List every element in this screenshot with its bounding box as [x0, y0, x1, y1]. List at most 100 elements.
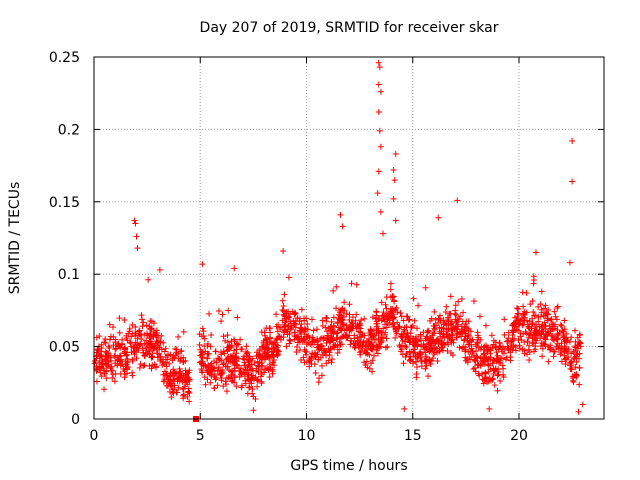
data-point [202, 348, 209, 355]
data-point [559, 328, 566, 335]
data-point [356, 349, 363, 356]
data-point [454, 323, 461, 330]
data-point [494, 387, 501, 394]
data-point [180, 328, 187, 335]
data-point [117, 352, 124, 359]
data-point [574, 334, 581, 341]
data-point [392, 217, 399, 224]
data-point [490, 357, 497, 364]
data-point [313, 326, 320, 333]
data-point [151, 342, 158, 349]
data-point [449, 336, 456, 343]
data-point [484, 344, 491, 351]
data-point [368, 339, 375, 346]
data-point [398, 313, 405, 320]
data-point [413, 374, 420, 381]
data-point [448, 320, 455, 327]
data-point [527, 301, 534, 308]
data-point [576, 364, 583, 371]
data-point [570, 378, 577, 385]
data-point [378, 299, 385, 306]
data-point [362, 342, 369, 349]
data-point [569, 373, 576, 380]
data-point [180, 385, 187, 392]
data-point [212, 376, 219, 383]
data-point [110, 342, 117, 349]
data-point [345, 325, 352, 332]
data-point [373, 308, 380, 315]
data-point [396, 323, 403, 330]
data-point [205, 350, 212, 357]
data-point [293, 349, 300, 356]
data-point [315, 379, 322, 386]
data-point [297, 325, 304, 332]
data-point [432, 316, 439, 323]
data-point [470, 298, 477, 305]
data-point [490, 365, 497, 372]
data-point [524, 338, 531, 345]
data-point [383, 335, 390, 342]
data-point [178, 347, 185, 354]
data-point [383, 294, 390, 301]
data-point [496, 340, 503, 347]
data-point [161, 348, 168, 355]
data-point [329, 328, 336, 335]
data-point [137, 360, 144, 367]
data-point [520, 303, 527, 310]
data-point [257, 353, 264, 360]
data-point [426, 335, 433, 342]
data-point [129, 358, 136, 365]
data-point [504, 343, 511, 350]
data-point [218, 351, 225, 358]
data-point [397, 309, 404, 316]
data-point [415, 302, 422, 309]
data-point [235, 365, 242, 372]
data-point [392, 151, 399, 158]
data-point [390, 311, 397, 318]
data-point [435, 337, 442, 344]
data-point [137, 332, 144, 339]
data-point [379, 313, 386, 320]
data-point [479, 376, 486, 383]
data-point [346, 324, 353, 331]
data-point [279, 297, 286, 304]
data-point [101, 339, 108, 346]
data-point [425, 328, 432, 335]
data-point [323, 315, 330, 322]
data-point [337, 335, 344, 342]
data-point [161, 368, 168, 375]
data-point [121, 316, 128, 323]
data-point [495, 346, 502, 353]
data-point [246, 383, 253, 390]
data-point [185, 389, 192, 396]
data-point [500, 371, 507, 378]
data-point [499, 348, 506, 355]
data-point [291, 332, 298, 339]
data-point [448, 349, 455, 356]
data-point [350, 314, 357, 321]
data-point [236, 373, 243, 380]
data-point [115, 340, 122, 347]
data-point [308, 355, 315, 362]
data-point [281, 312, 288, 319]
data-point [359, 345, 366, 352]
data-point [334, 350, 341, 357]
data-point [377, 143, 384, 150]
data-point [425, 373, 432, 380]
data-point [224, 332, 231, 339]
data-point [539, 353, 546, 360]
data-point [116, 315, 123, 322]
data-point [338, 306, 345, 313]
data-point [471, 364, 478, 371]
data-point [97, 369, 104, 376]
data-point [567, 259, 573, 266]
data-point [553, 335, 560, 342]
data-point [569, 137, 576, 144]
data-point [476, 313, 483, 320]
data-point [475, 336, 482, 343]
data-point [110, 371, 117, 378]
data-point [555, 331, 562, 338]
data-point [271, 362, 278, 369]
data-point [314, 351, 321, 358]
data-point [326, 339, 333, 346]
